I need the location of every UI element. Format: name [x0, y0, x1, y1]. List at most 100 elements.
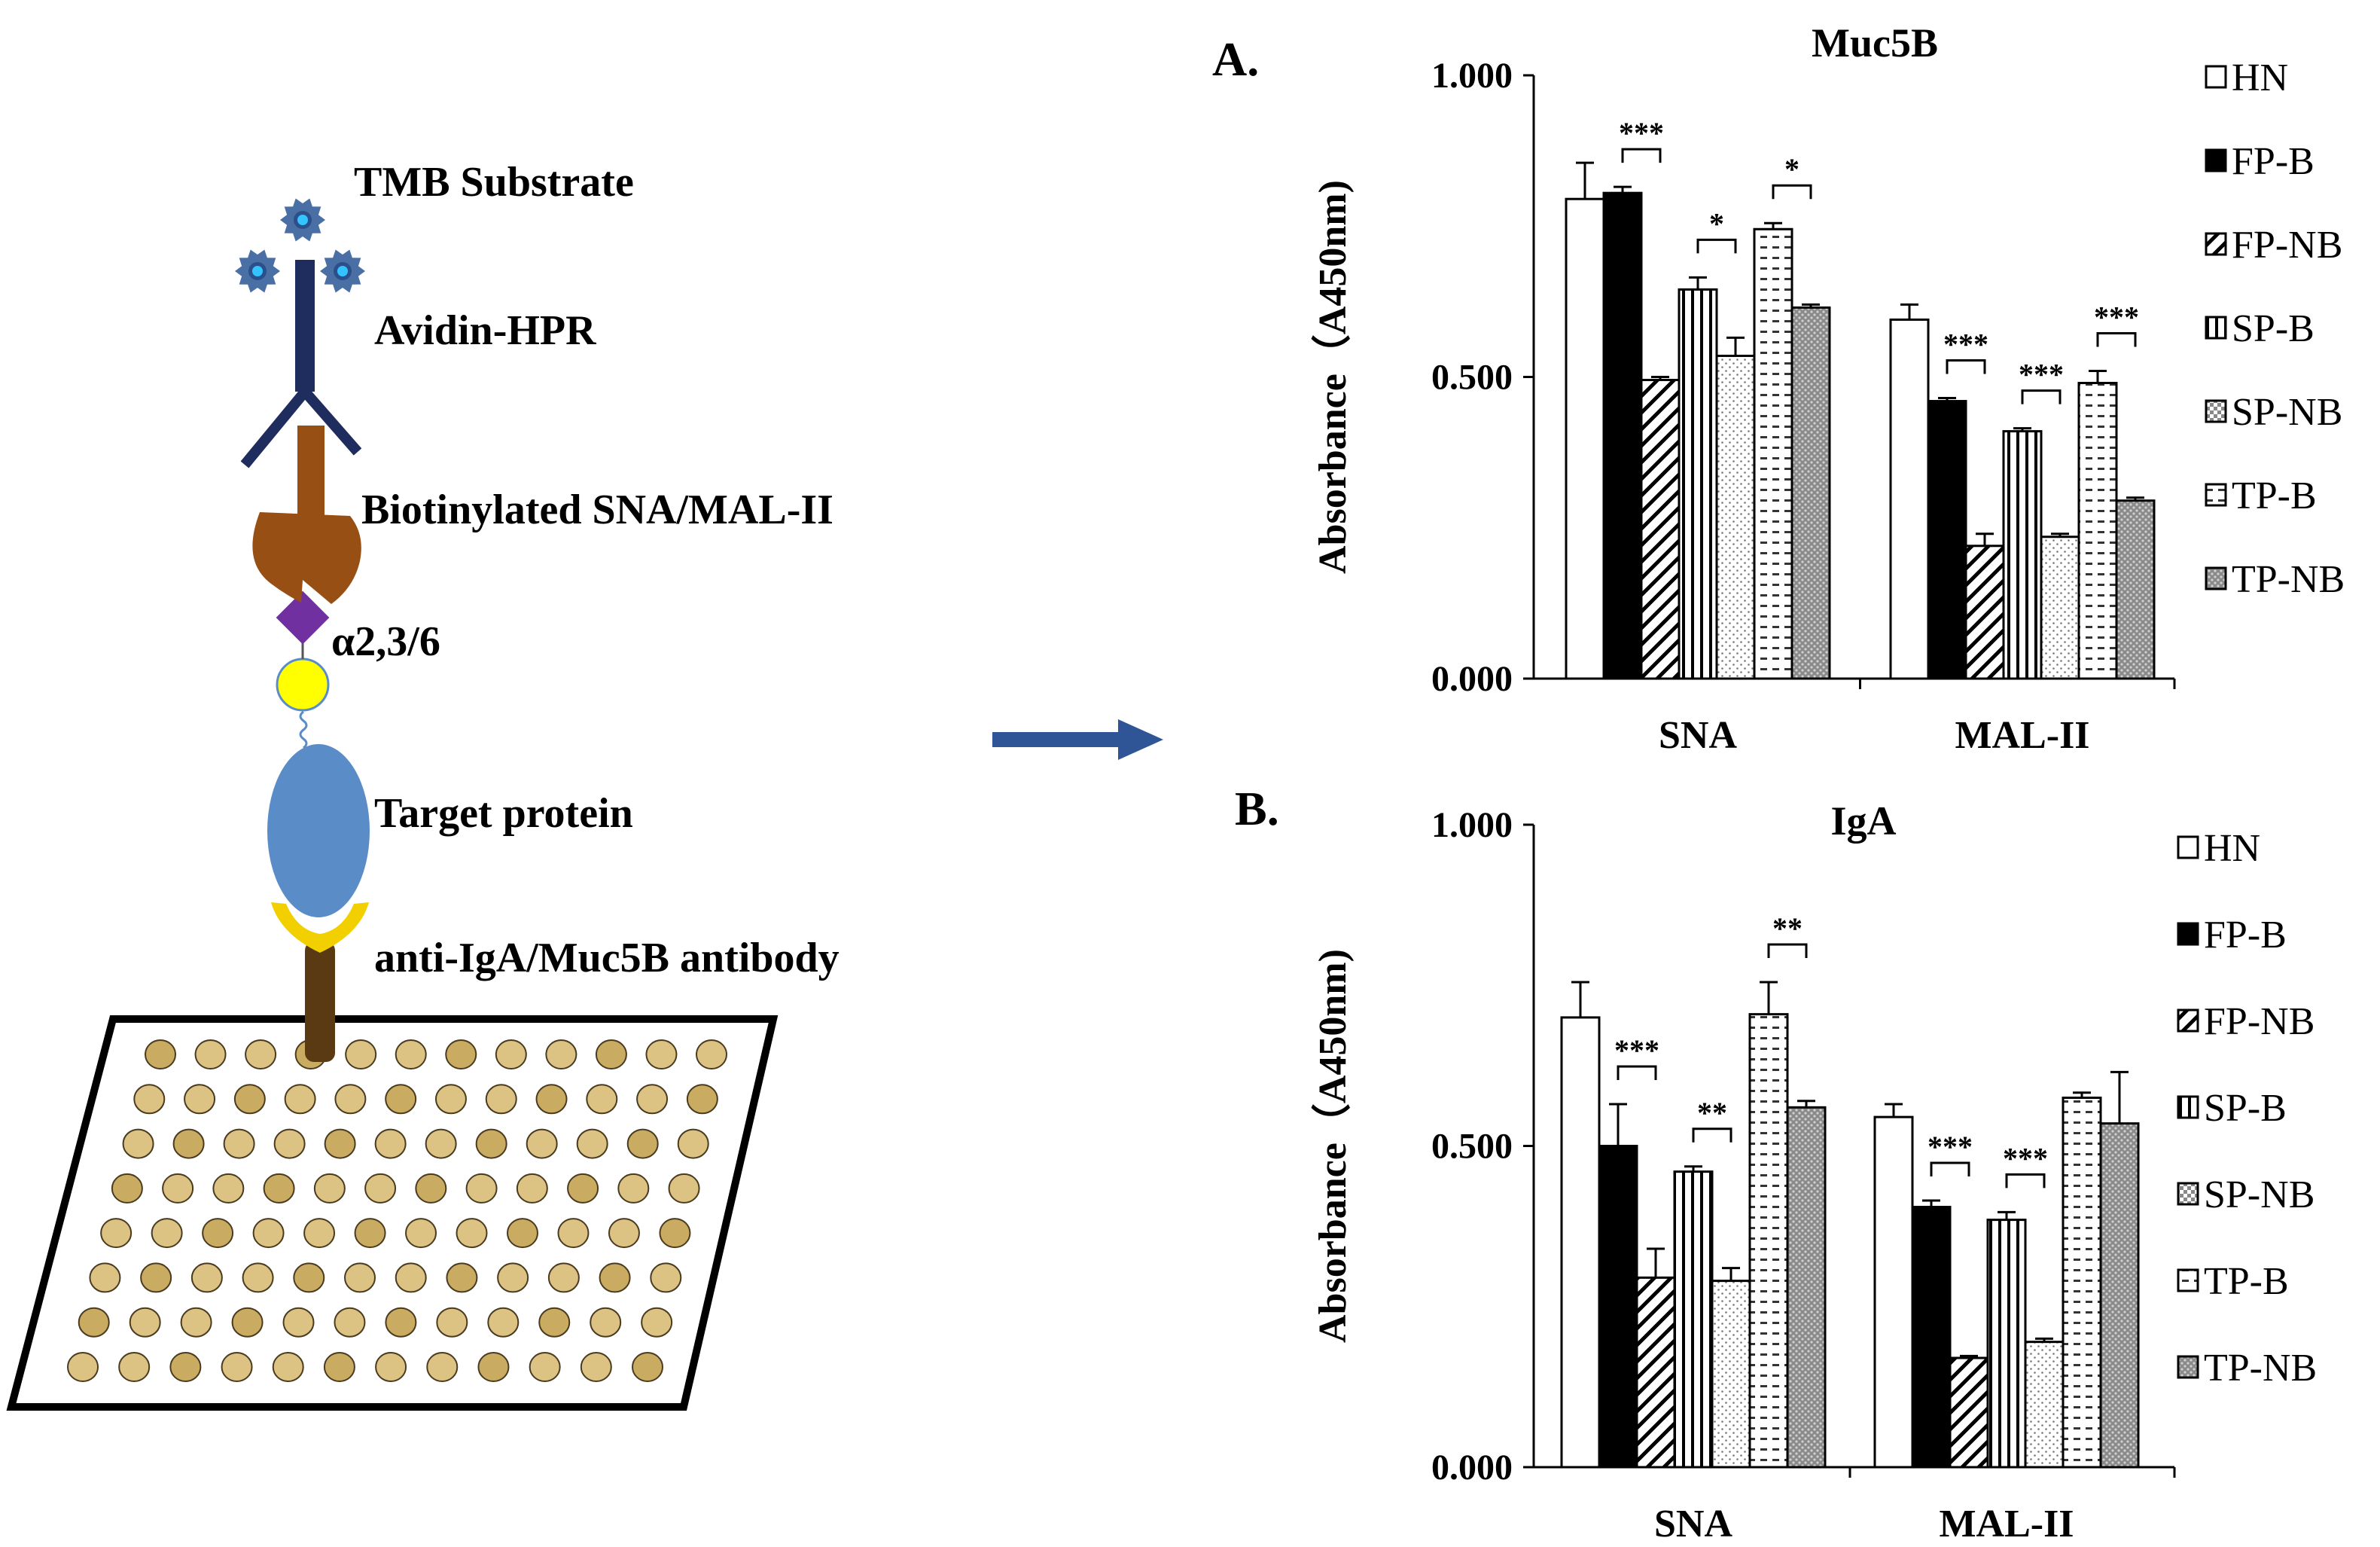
legend-swatch-TP-NB — [2205, 566, 2227, 590]
well — [324, 1128, 356, 1159]
well — [184, 1084, 216, 1115]
well — [405, 1218, 437, 1249]
sugar-circle — [276, 658, 330, 712]
category-label: SNA — [1659, 714, 1737, 757]
bar-SP-B-SNA — [1673, 1170, 1714, 1469]
legend-label-TP-NB: TP-NB — [2204, 1347, 2317, 1390]
bar-TP-B-MAL-II — [2077, 382, 2118, 680]
bar-TP-NB-MAL-II — [2099, 1122, 2140, 1469]
bar-SP-NB-MAL-II — [2040, 536, 2080, 680]
bar-TP-B-MAL-II — [2062, 1097, 2102, 1469]
enzyme-gear-top — [280, 198, 325, 242]
label-tmb: TMB Substrate — [354, 159, 634, 206]
significance-label: *** — [1943, 328, 1988, 362]
well — [426, 1352, 459, 1382]
well — [118, 1352, 151, 1382]
well — [67, 1352, 99, 1382]
well — [595, 1039, 627, 1069]
well — [526, 1128, 558, 1159]
category-label: SNA — [1654, 1503, 1732, 1545]
significance-label: * — [1784, 152, 1799, 186]
bar-TP-NB-SNA — [1790, 306, 1831, 680]
well — [345, 1039, 377, 1069]
well — [242, 1262, 274, 1293]
y-axis-label: Absorbance（A450nm) — [1311, 180, 1355, 574]
y-axis-label: Absorbance（A450nm) — [1311, 949, 1355, 1343]
target-protein — [267, 744, 370, 917]
y-tick-label: 0.500 — [1431, 358, 1513, 398]
significance-bracket — [1772, 184, 1812, 200]
panel-label: A. — [1212, 32, 1259, 86]
well — [677, 1128, 709, 1159]
well — [576, 1128, 608, 1159]
legend-label-FP-B: FP-B — [2204, 914, 2287, 957]
y-tick-label: 0.000 — [1431, 1448, 1513, 1488]
well — [456, 1218, 488, 1249]
glycan-linker — [299, 710, 308, 749]
well — [395, 1262, 427, 1293]
well — [436, 1307, 468, 1338]
bar-FP-B-SNA — [1602, 191, 1643, 680]
legend-label-HN: HN — [2204, 827, 2260, 870]
y-tick-label: 1.000 — [1431, 805, 1513, 845]
well — [303, 1218, 336, 1249]
well — [668, 1173, 700, 1204]
legend-swatch-TP-B — [2177, 1268, 2199, 1292]
well — [608, 1218, 640, 1249]
chart-iga: B. IgA 0.000 0.500 1.000 Absorbance（A450nm) SN… — [1235, 782, 2317, 1545]
legend-label-SP-NB: SP-NB — [2232, 391, 2342, 434]
label-alpha: α2,3/6 — [331, 618, 440, 665]
well — [516, 1173, 548, 1204]
elisa-diagram: TMB Substrate Avidin-HPR Biotinylated SN… — [6, 159, 840, 1411]
well — [245, 1039, 277, 1069]
legend-label-FP-NB: FP-NB — [2204, 1000, 2314, 1043]
well — [686, 1084, 718, 1115]
legend-label-HN: HN — [2232, 56, 2288, 99]
legend-swatch-SP-B — [2177, 1095, 2199, 1119]
bar-TP-NB-SNA — [1786, 1106, 1827, 1469]
well — [425, 1128, 457, 1159]
label-target: Target protein — [374, 790, 633, 837]
significance-bracket — [1696, 238, 1737, 254]
lectin — [252, 512, 361, 604]
bar-HN-SNA — [1565, 197, 1605, 680]
bar-SP-NB-MAL-II — [2024, 1341, 2065, 1469]
sialic-acid-diamond — [276, 590, 330, 645]
well — [385, 1084, 417, 1115]
significance-label: *** — [2019, 358, 2064, 392]
bar-FP-B-SNA — [1598, 1145, 1638, 1469]
y-tick-label: 1.000 — [1431, 56, 1513, 96]
well — [617, 1173, 650, 1204]
legend-swatch-FP-B — [2177, 922, 2199, 946]
well — [545, 1039, 577, 1069]
significance-label: *** — [2003, 1141, 2048, 1175]
well — [497, 1262, 529, 1293]
well — [344, 1262, 376, 1293]
well — [446, 1262, 478, 1293]
category-label: MAL-II — [1939, 1503, 2074, 1545]
well — [122, 1128, 154, 1159]
well — [334, 1084, 367, 1115]
enzyme-gear-right — [320, 249, 365, 293]
legend-label-FP-NB: FP-NB — [2232, 224, 2342, 267]
well — [567, 1173, 599, 1204]
well — [445, 1039, 477, 1069]
significance-label: *** — [1927, 1130, 1973, 1164]
well — [636, 1084, 669, 1115]
well — [169, 1352, 202, 1382]
legend-label-SP-B: SP-B — [2204, 1087, 2287, 1130]
flow-arrow — [992, 719, 1163, 760]
category-label: MAL-II — [1955, 714, 2089, 757]
well — [375, 1352, 407, 1382]
bar-TP-B-SNA — [1748, 1013, 1789, 1469]
significance-label: *** — [2094, 300, 2139, 334]
significance-bracket — [1767, 943, 1808, 958]
legend-label-FP-B: FP-B — [2232, 140, 2314, 183]
capture-antibody-stem — [305, 941, 335, 1062]
bar-SP-NB-SNA — [1715, 354, 1756, 680]
legend-swatch-HN — [2177, 835, 2199, 859]
bar-SP-B-MAL-II — [2002, 430, 2043, 680]
legend-label-SP-NB: SP-NB — [2204, 1173, 2314, 1216]
y-tick-label: 0.000 — [1431, 659, 1513, 699]
